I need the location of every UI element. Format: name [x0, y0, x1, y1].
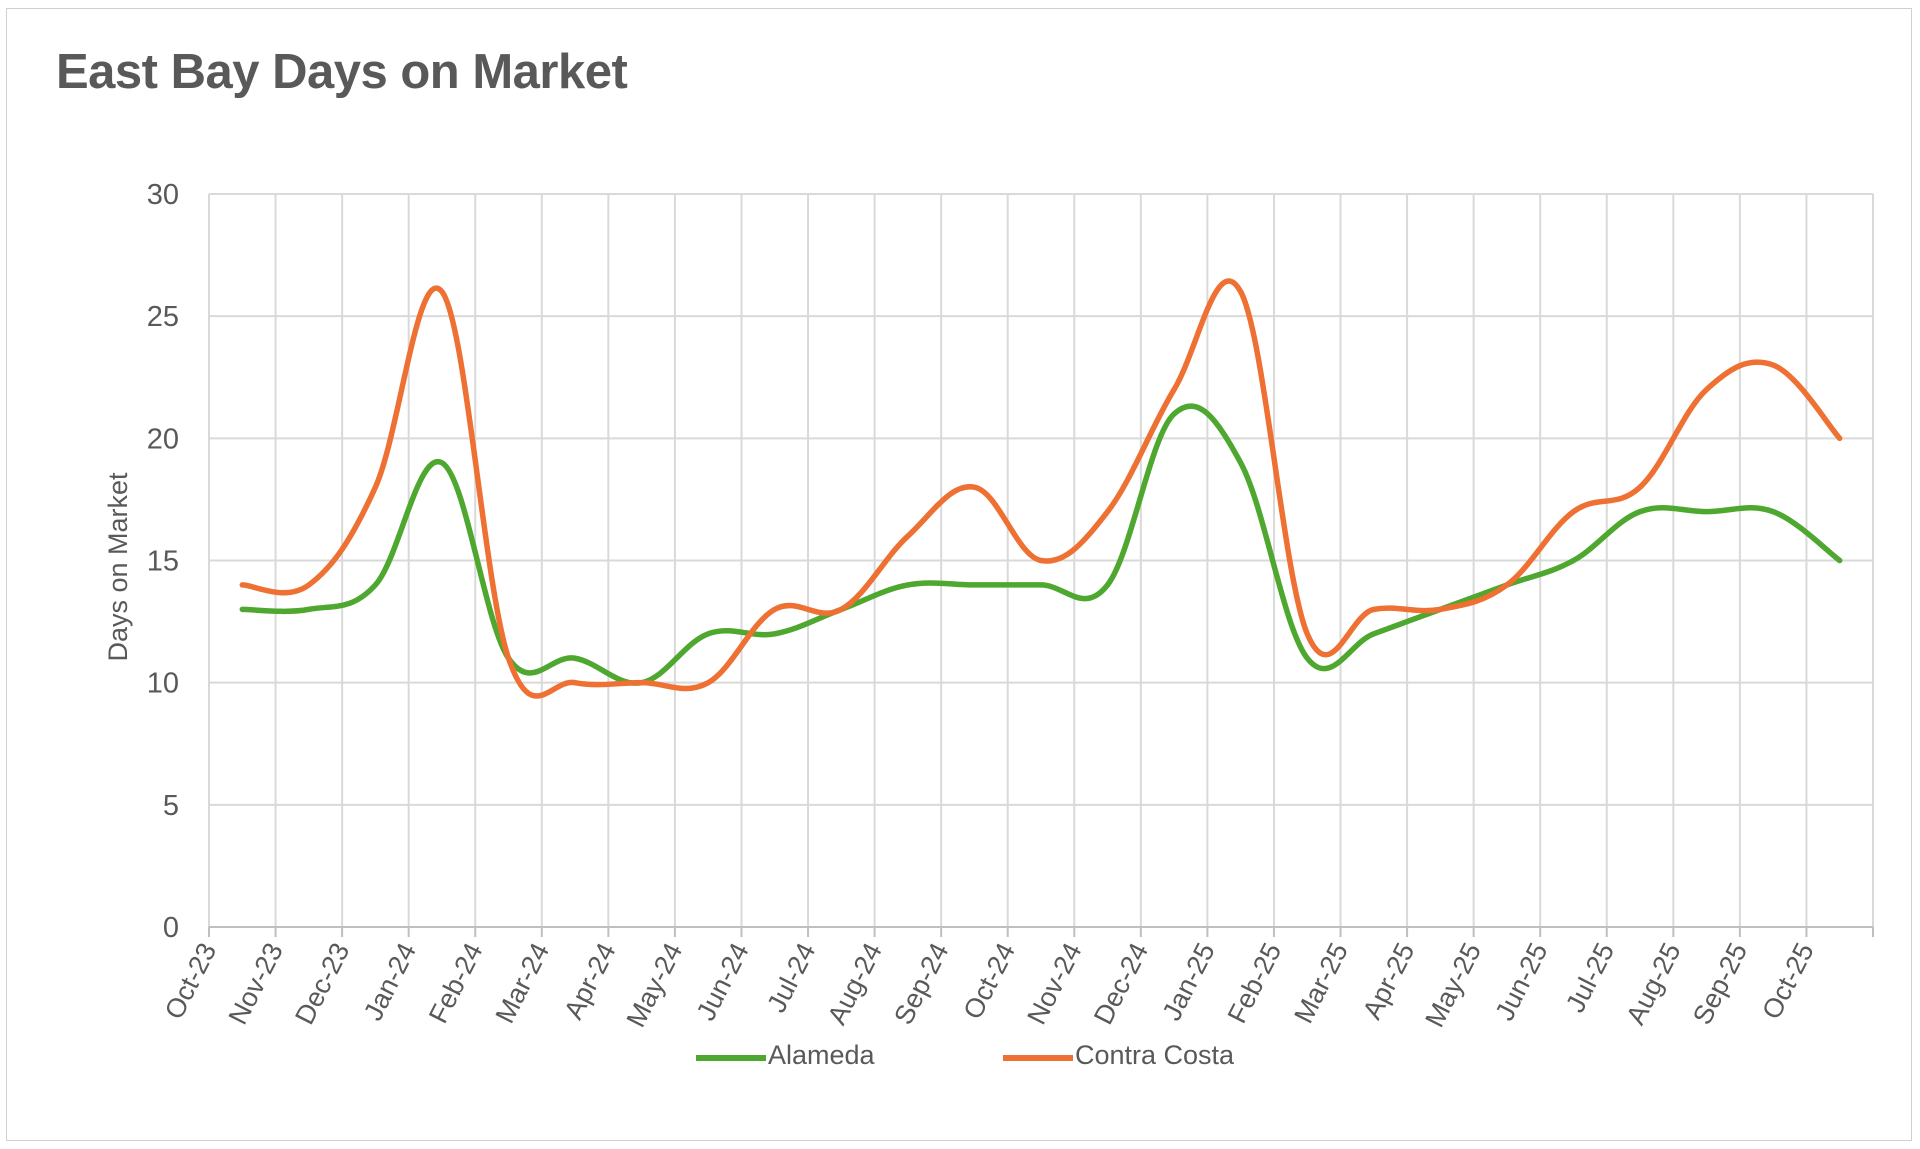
x-tick-label: Dec-23	[289, 938, 355, 1029]
x-tick-label: Feb-25	[1222, 938, 1288, 1028]
x-tick-label: Apr-24	[558, 938, 622, 1024]
y-tick-label: 15	[147, 546, 179, 578]
x-tick-label: Jul-24	[761, 938, 821, 1017]
x-tick-label: Mar-24	[490, 938, 556, 1028]
x-tick-label: Jan-25	[1157, 938, 1221, 1025]
x-tick-label: Jul-25	[1560, 938, 1620, 1017]
y-tick-label: 0	[163, 912, 179, 944]
y-tick-label: 5	[163, 790, 179, 822]
chart-legend: Alameda Contra Costa	[696, 1040, 1235, 1070]
x-tick-label: May-24	[621, 938, 689, 1032]
x-tick-label: May-25	[1419, 938, 1487, 1032]
x-tick-label: Feb-24	[423, 938, 489, 1028]
x-tick-label: Nov-24	[1021, 938, 1087, 1029]
series-line-contra-costa	[239, 278, 1843, 699]
x-tick-label: Oct-24	[958, 938, 1022, 1024]
y-axis-label: Days on Market	[103, 472, 133, 662]
x-tick-label: Mar-25	[1288, 938, 1354, 1028]
x-axis-ticks: Oct-23 Nov-23 Dec-23 Jan-24 Feb-24 Mar-24 Apr-…	[159, 938, 1820, 1032]
x-tick-label: Jan-24	[358, 938, 422, 1025]
x-tick-label: Oct-23	[159, 938, 223, 1024]
series-line-alameda	[239, 403, 1843, 686]
y-tick-label: 30	[147, 179, 179, 211]
x-tick-label: Oct-25	[1756, 938, 1820, 1024]
x-tick-label: Aug-25	[1620, 938, 1686, 1029]
legend-label-alameda: Alameda	[768, 1040, 876, 1070]
chart-grid	[208, 193, 1874, 937]
y-tick-label: 25	[147, 301, 179, 333]
legend-label-contra-costa: Contra Costa	[1075, 1040, 1235, 1070]
y-tick-label: 20	[147, 423, 179, 455]
y-axis-ticks: 0 5 10 15 20 25 30	[147, 179, 179, 944]
series-lines	[239, 278, 1843, 699]
x-tick-label: Dec-24	[1088, 938, 1154, 1029]
x-tick-label: Aug-24	[822, 938, 888, 1029]
x-tick-label: Jun-25	[1489, 938, 1553, 1025]
chart-title: East Bay Days on Market	[56, 45, 628, 99]
x-tick-label: Apr-25	[1357, 938, 1421, 1024]
x-tick-label: Nov-23	[223, 938, 289, 1029]
x-tick-label: Jun-24	[691, 938, 755, 1025]
y-tick-label: 10	[147, 668, 179, 700]
x-tick-label: Sep-25	[1687, 938, 1753, 1029]
x-tick-label: Sep-24	[888, 938, 954, 1029]
